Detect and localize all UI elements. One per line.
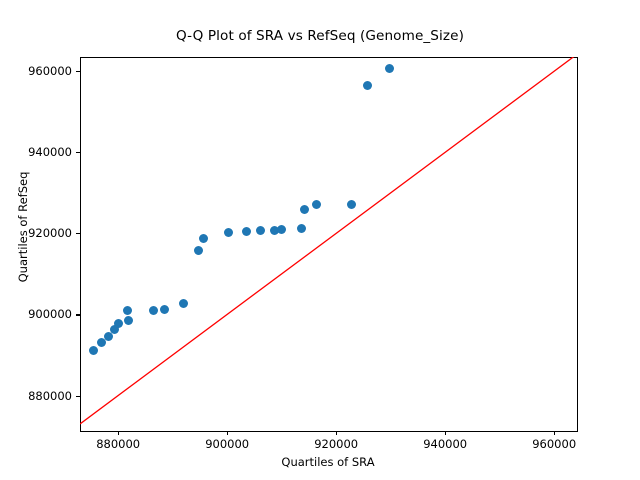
x-tick-label: 880000: [96, 437, 141, 451]
data-point: [88, 345, 98, 355]
y-tick-label: 880000: [28, 388, 72, 403]
data-point: [224, 228, 234, 238]
data-point: [276, 224, 286, 234]
x-tick-mark: [336, 431, 338, 435]
x-tick-mark: [445, 431, 447, 435]
y-tick-label: 940000: [28, 145, 72, 160]
data-point: [242, 227, 252, 237]
x-axis-label: Quartiles of SRA: [281, 455, 375, 469]
data-point: [159, 305, 169, 315]
axes-frame: [80, 57, 578, 432]
y-axis-label: Quartiles of RefSeq: [16, 171, 30, 283]
data-point: [149, 305, 159, 315]
x-tick-mark: [118, 431, 120, 435]
x-tick-label: 940000: [423, 437, 468, 451]
y-tick-mark: [76, 233, 80, 235]
data-point: [346, 199, 356, 209]
data-point: [385, 63, 395, 73]
data-point: [256, 226, 266, 236]
data-point: [312, 200, 322, 210]
y-tick-mark: [76, 314, 80, 316]
y-tick-mark: [76, 152, 80, 154]
data-point: [122, 306, 132, 316]
x-tick-label: 960000: [532, 437, 577, 451]
data-point: [300, 205, 310, 215]
x-tick-mark: [554, 431, 556, 435]
x-tick-mark: [227, 431, 229, 435]
data-point: [96, 338, 106, 348]
data-point: [113, 318, 123, 328]
x-tick-label: 900000: [205, 437, 250, 451]
y-tick-label: 920000: [28, 226, 72, 241]
plot-canvas: [80, 57, 576, 430]
y-tick-label: 960000: [28, 64, 72, 79]
data-point: [179, 299, 189, 308]
y-tick-mark: [76, 395, 80, 397]
data-point: [362, 81, 372, 91]
x-tick-label: 920000: [314, 437, 359, 451]
data-point: [194, 246, 204, 256]
reference-line: [80, 57, 575, 425]
y-tick-mark: [76, 71, 80, 73]
data-point: [124, 315, 133, 325]
data-point: [109, 325, 119, 335]
y-tick-label: 900000: [28, 307, 72, 322]
data-point: [297, 223, 307, 233]
page-title: Q-Q Plot of SRA vs RefSeq (Genome_Size): [175, 28, 465, 44]
data-point: [198, 233, 208, 243]
data-point: [103, 331, 113, 341]
data-point: [270, 225, 280, 235]
